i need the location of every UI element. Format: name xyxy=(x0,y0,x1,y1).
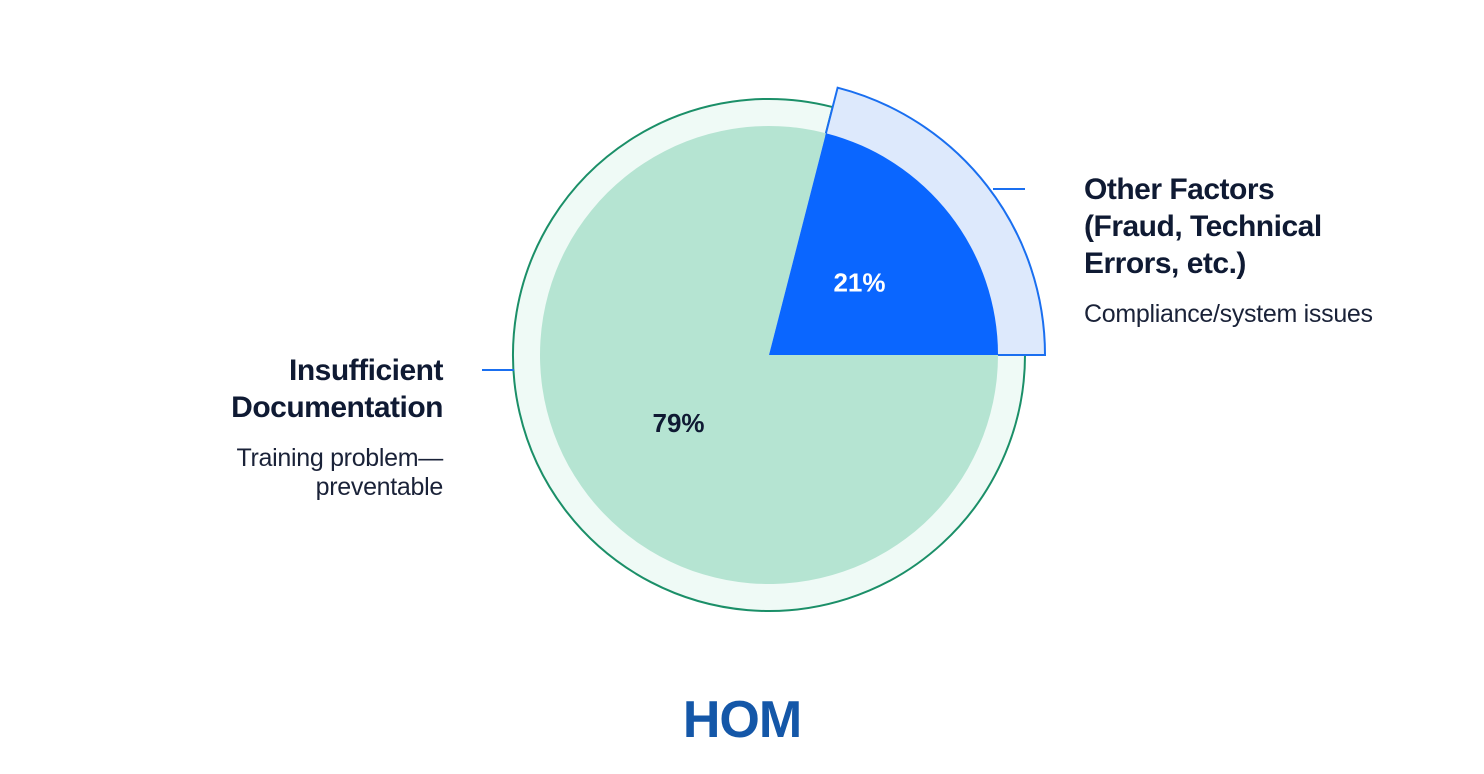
category-description: Training problem—preventable xyxy=(236,444,443,501)
category-label: Other Factors (Fraud, Technical Errors, … xyxy=(1084,173,1322,280)
slice xyxy=(540,125,998,584)
slice-label: Other Factors (Fraud, Technical Errors, … xyxy=(1084,171,1374,329)
logo: HOM xyxy=(682,691,802,749)
slice xyxy=(769,133,998,355)
category-label: Insufficient Documentation xyxy=(231,354,443,424)
slice-label: Insufficient Documentation Training prob… xyxy=(183,352,443,502)
category-description: Compliance/system issues xyxy=(1084,300,1373,328)
value-label: 79% xyxy=(653,408,705,438)
value-label: 21% xyxy=(833,268,885,298)
